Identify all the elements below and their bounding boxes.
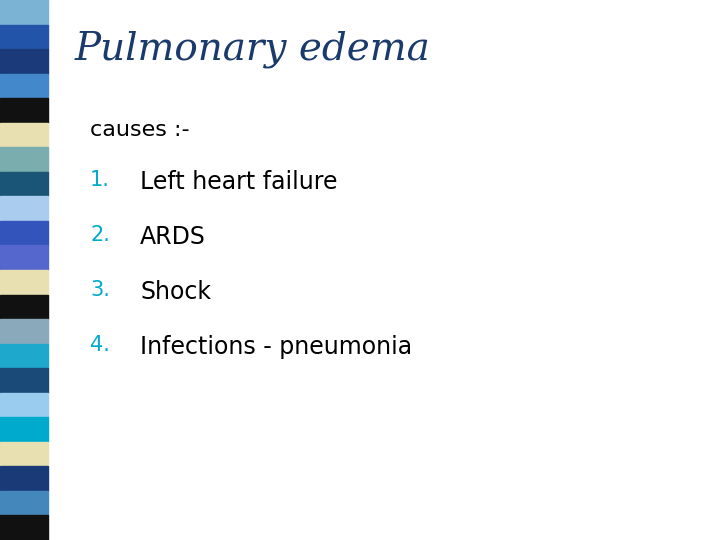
Bar [0,442,48,467]
Text: Infections - pneumonia: Infections - pneumonia [140,335,412,359]
Text: Shock: Shock [140,280,211,304]
Text: causes :-: causes :- [90,120,189,140]
Bar [0,49,48,73]
Bar [0,221,48,246]
Bar [0,147,48,172]
Text: ARDS: ARDS [140,225,206,249]
Text: 2.: 2. [90,225,110,245]
Bar [0,246,48,270]
Bar [0,123,48,147]
Bar [0,270,48,294]
Bar [0,319,48,343]
Bar [0,294,48,319]
Bar [0,491,48,516]
Bar [0,98,48,123]
Bar [0,417,48,442]
Bar [0,516,48,540]
Text: 4.: 4. [90,335,110,355]
Bar [0,197,48,221]
Bar [0,73,48,98]
Bar [0,467,48,491]
Bar [0,0,48,24]
Bar [0,24,48,49]
Bar [0,368,48,393]
Text: 3.: 3. [90,280,110,300]
Text: 1.: 1. [90,170,110,190]
Text: Pulmonary edema: Pulmonary edema [75,30,431,68]
Bar [0,393,48,417]
Bar [0,172,48,197]
Text: Left heart failure: Left heart failure [140,170,338,194]
Bar [0,343,48,368]
